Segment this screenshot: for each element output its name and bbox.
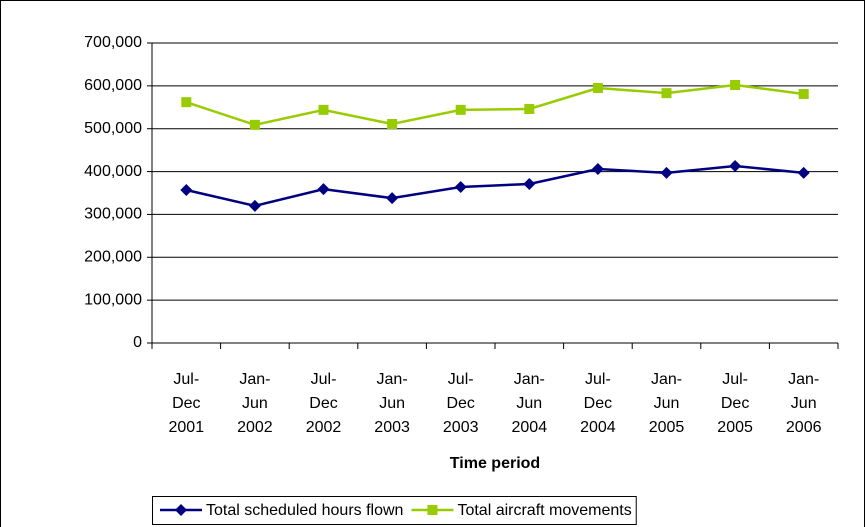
y-tick-label: 500,000 [84, 120, 142, 137]
y-tick-label: 400,000 [84, 163, 142, 180]
point [523, 178, 536, 190]
point [249, 119, 260, 130]
point [248, 199, 261, 212]
point [175, 504, 187, 516]
point [318, 104, 329, 115]
point [455, 104, 466, 115]
legend: Total scheduled hours flown Total aircraf… [152, 496, 637, 525]
x-tick-label: Jan-Jun 2002 [237, 371, 273, 436]
point [729, 160, 742, 172]
series-line [186, 164, 804, 208]
point [661, 88, 672, 99]
point [180, 184, 193, 196]
x-axis-label: Time period [450, 455, 540, 472]
series-line [185, 83, 804, 127]
point [591, 163, 604, 175]
x-tick-label: Jul-Dec 2004 [580, 371, 616, 436]
point [387, 119, 398, 129]
x-tick-label: Jan-Jun 2003 [374, 371, 410, 436]
x-tick-label: Jan-Jun 2005 [649, 371, 685, 436]
point [797, 166, 810, 179]
legend-label: Total scheduled hours flown [206, 502, 403, 519]
point [730, 80, 741, 90]
point [798, 89, 809, 99]
y-tick-label: 600,000 [84, 77, 142, 94]
point [427, 505, 438, 515]
y-tick-label: 300,000 [84, 206, 142, 223]
legend-box [152, 496, 637, 525]
y-tick-label: 200,000 [84, 249, 142, 266]
x-tick-label: Jul-Dec 2002 [306, 371, 342, 436]
x-tick-label: Jan-Jun 2006 [786, 371, 822, 436]
point [524, 104, 535, 114]
x-tick-label: Jan-Jun 2004 [512, 371, 548, 436]
x-tick-label: Jul-Dec 2005 [717, 371, 753, 436]
y-tick-label: 100,000 [84, 291, 142, 308]
legend-label: Total aircraft movements [457, 502, 631, 519]
point [386, 192, 399, 205]
x-tick-label: Jul-Dec 2003 [443, 371, 479, 436]
point [660, 166, 673, 179]
x-tick-label: Jul-Dec 2001 [169, 371, 205, 436]
point [181, 97, 192, 108]
point [592, 83, 603, 93]
point [317, 183, 330, 196]
point [454, 181, 467, 193]
y-tick-label: 700,000 [84, 34, 142, 51]
y-tick-label: 0 [133, 334, 142, 351]
